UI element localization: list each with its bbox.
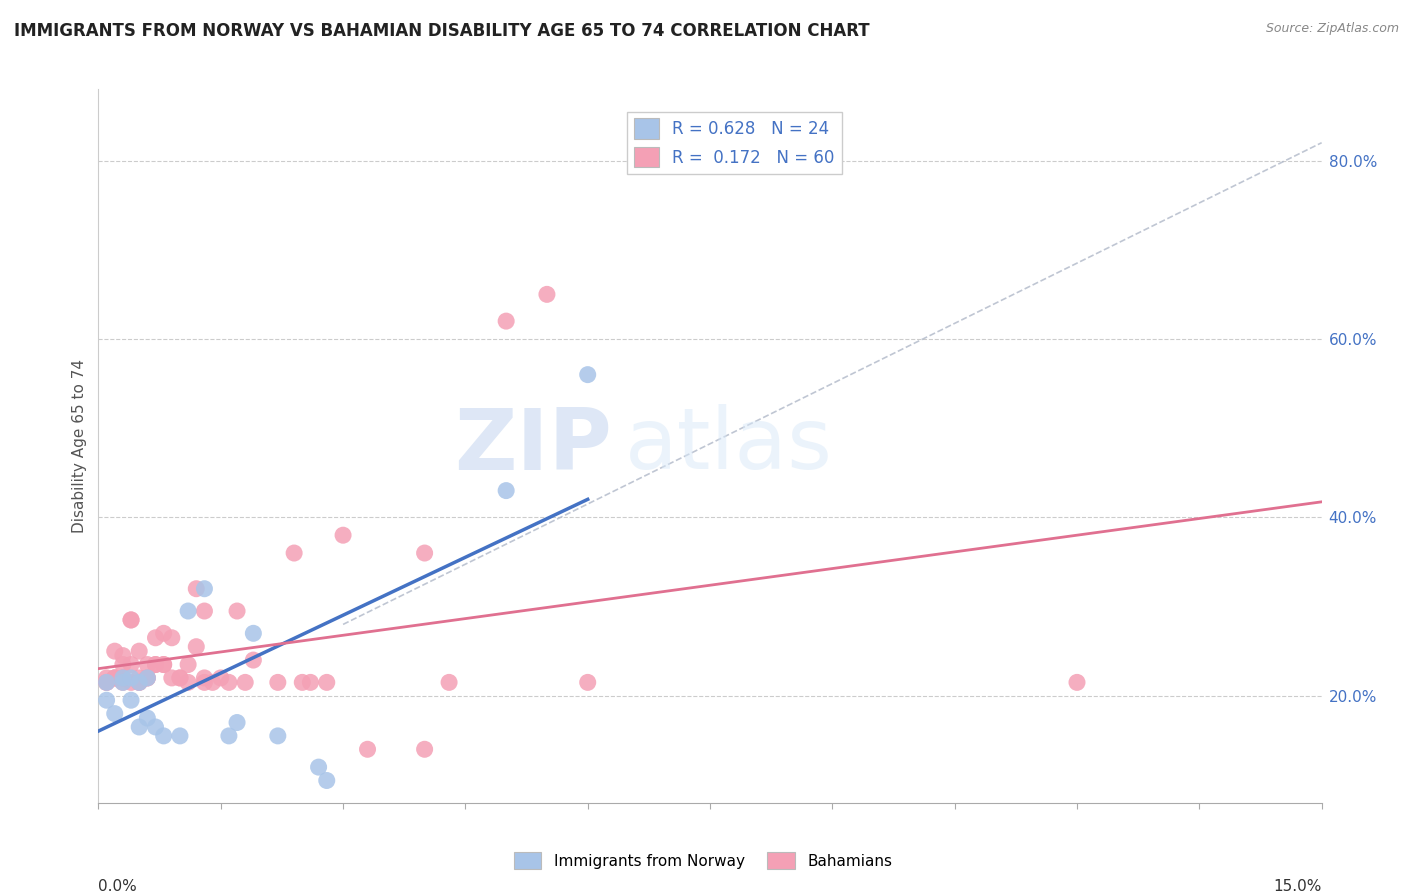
Point bbox=[332, 528, 354, 542]
Point bbox=[111, 675, 134, 690]
Point bbox=[226, 604, 249, 618]
Point bbox=[413, 742, 436, 756]
Point bbox=[128, 675, 150, 690]
Y-axis label: Disability Age 65 to 74: Disability Age 65 to 74 bbox=[72, 359, 87, 533]
Legend: R = 0.628   N = 24, R =  0.172   N = 60: R = 0.628 N = 24, R = 0.172 N = 60 bbox=[627, 112, 842, 174]
Point bbox=[145, 657, 167, 672]
Point bbox=[111, 657, 134, 672]
Point bbox=[291, 675, 314, 690]
Legend: Immigrants from Norway, Bahamians: Immigrants from Norway, Bahamians bbox=[508, 846, 898, 875]
Point bbox=[136, 671, 159, 685]
Point bbox=[308, 760, 330, 774]
Point bbox=[104, 706, 127, 721]
Point bbox=[96, 675, 118, 690]
Point bbox=[145, 720, 167, 734]
Point bbox=[193, 671, 215, 685]
Point bbox=[120, 675, 142, 690]
Point bbox=[193, 582, 215, 596]
Text: 15.0%: 15.0% bbox=[1274, 879, 1322, 892]
Point bbox=[152, 626, 174, 640]
Point bbox=[177, 675, 200, 690]
Point bbox=[169, 671, 191, 685]
Point bbox=[145, 631, 167, 645]
Point bbox=[218, 675, 240, 690]
Point bbox=[226, 715, 249, 730]
Point bbox=[96, 675, 118, 690]
Point bbox=[160, 631, 183, 645]
Point bbox=[576, 368, 599, 382]
Point bbox=[136, 711, 159, 725]
Text: atlas: atlas bbox=[624, 404, 832, 488]
Point bbox=[152, 657, 174, 672]
Point bbox=[120, 613, 142, 627]
Point bbox=[177, 604, 200, 618]
Point bbox=[233, 675, 256, 690]
Point bbox=[96, 675, 118, 690]
Text: Source: ZipAtlas.com: Source: ZipAtlas.com bbox=[1265, 22, 1399, 36]
Point bbox=[186, 640, 208, 654]
Point bbox=[104, 671, 127, 685]
Point bbox=[128, 644, 150, 658]
Point bbox=[136, 671, 159, 685]
Point bbox=[152, 657, 174, 672]
Point bbox=[120, 657, 142, 672]
Point bbox=[120, 693, 142, 707]
Point bbox=[267, 729, 290, 743]
Text: IMMIGRANTS FROM NORWAY VS BAHAMIAN DISABILITY AGE 65 TO 74 CORRELATION CHART: IMMIGRANTS FROM NORWAY VS BAHAMIAN DISAB… bbox=[14, 22, 870, 40]
Point bbox=[111, 671, 134, 685]
Point bbox=[536, 287, 558, 301]
Point bbox=[128, 675, 150, 690]
Point bbox=[495, 314, 517, 328]
Point bbox=[120, 671, 142, 685]
Point bbox=[193, 604, 215, 618]
Point bbox=[128, 720, 150, 734]
Point bbox=[242, 653, 264, 667]
Point bbox=[128, 675, 150, 690]
Point bbox=[169, 671, 191, 685]
Text: ZIP: ZIP bbox=[454, 404, 612, 488]
Point bbox=[128, 671, 150, 685]
Point bbox=[160, 671, 183, 685]
Point bbox=[186, 582, 208, 596]
Point bbox=[145, 657, 167, 672]
Point bbox=[104, 671, 127, 685]
Point bbox=[111, 675, 134, 690]
Point bbox=[152, 729, 174, 743]
Point bbox=[356, 742, 378, 756]
Point bbox=[315, 773, 337, 788]
Point bbox=[209, 671, 232, 685]
Point bbox=[201, 675, 224, 690]
Point bbox=[576, 675, 599, 690]
Point bbox=[111, 671, 134, 685]
Point bbox=[193, 675, 215, 690]
Point bbox=[218, 729, 240, 743]
Point bbox=[437, 675, 460, 690]
Point bbox=[104, 671, 127, 685]
Point bbox=[495, 483, 517, 498]
Point bbox=[1066, 675, 1088, 690]
Text: 0.0%: 0.0% bbox=[98, 879, 138, 892]
Point bbox=[315, 675, 337, 690]
Point bbox=[136, 671, 159, 685]
Point bbox=[283, 546, 305, 560]
Point bbox=[111, 648, 134, 663]
Point bbox=[299, 675, 322, 690]
Point bbox=[96, 693, 118, 707]
Point bbox=[120, 613, 142, 627]
Point bbox=[242, 626, 264, 640]
Point bbox=[136, 657, 159, 672]
Point bbox=[267, 675, 290, 690]
Point bbox=[111, 671, 134, 685]
Point bbox=[177, 657, 200, 672]
Point bbox=[169, 729, 191, 743]
Point bbox=[413, 546, 436, 560]
Point bbox=[104, 644, 127, 658]
Point bbox=[96, 671, 118, 685]
